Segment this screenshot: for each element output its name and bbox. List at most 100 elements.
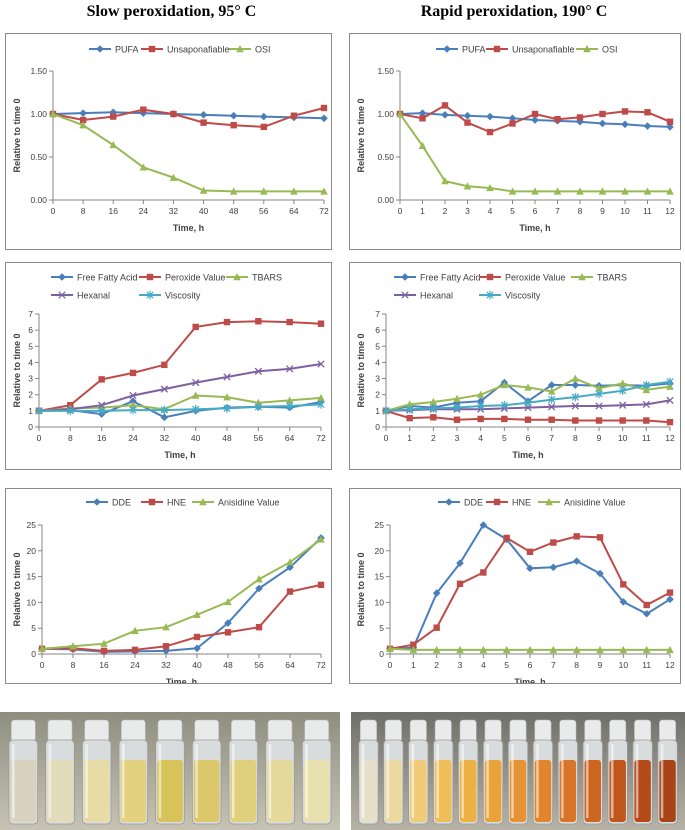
data-point (433, 624, 440, 631)
data-point (571, 374, 580, 382)
x-tick-label: 11 (642, 660, 651, 670)
series-line (41, 537, 322, 653)
y-tick-label: 25 (27, 520, 37, 530)
data-point (643, 122, 652, 130)
legend-label: OSI (255, 45, 271, 55)
legend-swatch-marker (445, 498, 453, 506)
data-point (502, 645, 511, 654)
data-point (595, 402, 603, 410)
legend-label: Unsaponafiable (167, 45, 230, 55)
data-point (596, 645, 604, 654)
data-point (35, 406, 43, 416)
data-point (129, 397, 137, 405)
x-tick-label: 32 (160, 433, 170, 443)
vial-cap (659, 719, 677, 743)
data-point (464, 119, 471, 126)
vial-liquid (157, 760, 183, 822)
vial-liquid (534, 760, 552, 822)
data-point (129, 369, 137, 377)
data-point (486, 128, 494, 136)
legend-swatch-marker (58, 291, 66, 299)
y-tick-label: 6 (375, 325, 380, 335)
data-point (317, 535, 325, 543)
data-point (619, 401, 627, 409)
series-line (41, 583, 322, 652)
y-tick-label: 5 (375, 341, 380, 351)
y-tick-label: 0.50 (377, 152, 394, 162)
data-point (320, 114, 328, 123)
y-tick-label: 5 (31, 623, 36, 633)
data-point (162, 643, 170, 650)
data-point (666, 595, 674, 604)
data-point (317, 581, 325, 589)
y-tick-label: 0 (31, 649, 36, 659)
data-point (621, 120, 629, 129)
vial-highlight (12, 744, 15, 818)
vial-liquid (410, 760, 427, 822)
x-tick-label: 16 (108, 206, 118, 216)
legend-label: Unsaponafiable (512, 45, 575, 55)
x-axis-title: Time, h (164, 450, 195, 460)
data-point (131, 646, 139, 654)
data-point (419, 115, 426, 122)
x-tick-label: 1 (407, 433, 412, 443)
data-point (255, 584, 263, 593)
legend-swatch-marker (578, 273, 586, 281)
x-tick-label: 0 (388, 660, 393, 670)
x-tick-label: 0 (37, 433, 42, 443)
data-point (320, 104, 328, 112)
vial-highlight (48, 744, 52, 818)
data-point (199, 111, 208, 119)
vial-cap (509, 719, 527, 743)
data-point (571, 381, 580, 389)
x-tick-label: 72 (316, 433, 326, 443)
data-point (286, 401, 294, 411)
data-point (509, 120, 516, 127)
legend-swatch-marker (493, 45, 501, 53)
vial-highlight (486, 744, 489, 818)
series-line (52, 107, 325, 128)
data-point (129, 405, 137, 415)
y-tick-label: 1 (375, 406, 380, 416)
vial-highlight (122, 744, 125, 818)
data-point (317, 400, 325, 409)
data-point (595, 417, 603, 424)
y-tick-label: 10 (27, 597, 37, 607)
x-tick-label: 11 (642, 433, 651, 443)
data-point (621, 108, 629, 115)
data-point (501, 415, 508, 423)
data-point (170, 110, 177, 118)
data-point (223, 404, 231, 413)
data-point (531, 110, 539, 118)
data-point (463, 111, 472, 120)
data-point (224, 619, 232, 627)
data-point (476, 397, 485, 405)
vial-liquid (584, 760, 601, 822)
x-tick-label: 24 (139, 206, 149, 216)
x-tick-label: 2 (431, 433, 436, 443)
x-tick-label: 48 (223, 660, 233, 670)
legend-label: OSI (602, 45, 618, 55)
chart-panel-rapid-aldehydes: DDE HNE Anisidine Value 0 5 10 15 20 25 0 1 2 3 4 5 6 7 8… (349, 488, 681, 684)
x-tick-label: 11 (643, 206, 652, 216)
data-point (595, 384, 603, 392)
x-axis-title: Time, h (173, 223, 204, 233)
data-point (110, 113, 117, 120)
chart-svg: DDE HNE Anisidine Value 0 5 10 15 20 25 0 8 16 24 32 4… (12, 498, 326, 684)
data-point (230, 121, 237, 129)
x-tick-label: 64 (289, 206, 299, 216)
vial-liquid (360, 760, 377, 822)
data-point (193, 633, 201, 641)
x-tick-label: 4 (488, 206, 493, 216)
data-point (642, 385, 651, 394)
data-point (430, 414, 437, 421)
x-tick-label: 40 (199, 206, 209, 216)
x-tick-label: 56 (259, 206, 269, 216)
data-point (643, 187, 652, 195)
data-point (79, 116, 87, 124)
vial-cap (584, 719, 602, 743)
series-line (38, 363, 322, 412)
chart-panel-slow-aldehydes: DDE HNE Anisidine Value 0 5 10 15 20 25 0 8 16 24 32 4… (5, 488, 332, 684)
data-point (666, 645, 674, 654)
x-tick-label: 8 (578, 206, 583, 216)
